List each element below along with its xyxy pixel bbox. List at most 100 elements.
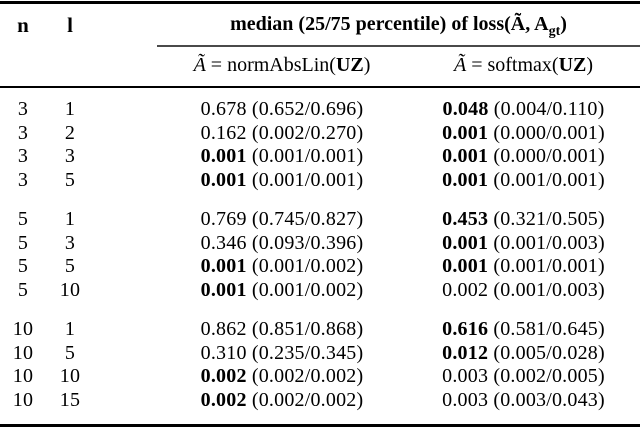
cell-normabslin: 0.001 (0.001/0.001): [157, 169, 407, 193]
median-value: 0.769: [200, 208, 247, 230]
median-value: 0.002: [200, 388, 247, 411]
column-header-n: n: [17, 13, 29, 37]
cell-normabslin: 0.001 (0.001/0.002): [157, 255, 407, 279]
cell-l: 1: [64, 98, 76, 120]
percentile-range: (0.745/0.827): [251, 208, 364, 230]
cell-n: 5: [17, 231, 29, 254]
table-row: 10 10 0.002 (0.002/0.002) 0.003 (0.002/0…: [0, 365, 640, 389]
cell-softmax: 0.001 (0.000/0.001): [407, 145, 640, 169]
percentile-range: (0.001/0.001): [251, 168, 364, 191]
median-value: 0.862: [200, 318, 247, 340]
median-value: 0.001: [442, 145, 489, 167]
cell-n: 3: [17, 168, 29, 191]
percentile-range: (0.093/0.396): [251, 231, 364, 254]
cell-l: 10: [59, 278, 81, 301]
cell-spacer: [94, 87, 157, 122]
span-header-close: ): [560, 13, 567, 35]
cell-normabslin: 0.769 (0.745/0.827): [157, 192, 407, 232]
percentile-range: (0.004/0.110): [493, 98, 605, 120]
percentile-range: (0.001/0.003): [493, 278, 605, 301]
cell-n: 5: [17, 278, 29, 301]
cell-softmax: 0.001 (0.001/0.003): [407, 232, 640, 256]
cell-n: 3: [17, 121, 29, 144]
cell-normabslin: 0.862 (0.851/0.868): [157, 302, 407, 342]
cell-normabslin: 0.678 (0.652/0.696): [157, 87, 407, 122]
cell-n: 10: [12, 365, 34, 387]
cell-softmax: 0.002 (0.001/0.003): [407, 279, 640, 303]
cell-normabslin: 0.001 (0.001/0.002): [157, 279, 407, 303]
median-value: 0.003: [442, 365, 489, 387]
percentile-range: (0.002/0.005): [493, 365, 605, 387]
median-value: 0.162: [200, 121, 247, 144]
median-value: 0.048: [442, 98, 489, 120]
normabslin-formula-text: = normAbsLin(: [205, 54, 336, 76]
table-row: 5 5 0.001 (0.001/0.002) 0.001 (0.001/0.0…: [0, 255, 640, 279]
cell-softmax: 0.012 (0.005/0.028): [407, 342, 640, 366]
cell-n: 5: [17, 255, 29, 277]
percentile-range: (0.002/0.002): [251, 388, 364, 411]
median-value: 0.002: [200, 365, 247, 387]
table-row: 5 10 0.001 (0.001/0.002) 0.002 (0.001/0.…: [0, 279, 640, 303]
percentile-range: (0.001/0.002): [251, 278, 364, 301]
cell-softmax: 0.001 (0.001/0.001): [407, 255, 640, 279]
cell-spacer: [94, 389, 157, 426]
percentile-range: (0.235/0.345): [251, 341, 364, 364]
table-row: 3 2 0.162 (0.002/0.270) 0.001 (0.000/0.0…: [0, 122, 640, 146]
a-gt-symbol: A: [534, 13, 549, 35]
median-value: 0.001: [442, 121, 489, 144]
cell-normabslin: 0.346 (0.093/0.396): [157, 232, 407, 256]
cell-n: 10: [12, 341, 34, 364]
table-row: 3 5 0.001 (0.001/0.001) 0.001 (0.001/0.0…: [0, 169, 640, 193]
cell-softmax: 0.001 (0.001/0.001): [407, 169, 640, 193]
median-value: 0.678: [200, 98, 247, 120]
cell-spacer: [94, 122, 157, 146]
cell-l: 5: [64, 341, 76, 364]
column-header-softmax: Ã = softmax(UZ): [407, 46, 640, 87]
cell-softmax: 0.003 (0.003/0.043): [407, 389, 640, 426]
table-header: n l median (25/75 percentile) of loss( Ã,…: [0, 2, 640, 88]
column-header-l: l: [67, 13, 73, 37]
percentile-range: (0.003/0.043): [493, 388, 605, 411]
cell-spacer: [94, 169, 157, 193]
percentile-range: (0.000/0.001): [493, 121, 605, 144]
cell-n: 10: [12, 318, 34, 340]
percentile-range: (0.001/0.002): [251, 255, 364, 277]
cell-softmax: 0.616 (0.581/0.645): [407, 302, 640, 342]
cell-l: 1: [64, 208, 76, 230]
median-value: 0.002: [442, 278, 489, 301]
a-tilde-italic-symbol: Ã: [453, 54, 467, 76]
uz-symbol: UZ: [335, 54, 364, 76]
percentile-range: (0.001/0.001): [251, 145, 364, 167]
separator-text: ,: [525, 13, 535, 35]
median-value: 0.310: [200, 341, 247, 364]
cell-n: 10: [12, 388, 34, 411]
cell-spacer: [94, 365, 157, 389]
percentile-range: (0.321/0.505): [493, 208, 605, 230]
span-header-text: median (25/75 percentile) of loss(: [230, 13, 511, 35]
cell-spacer: [94, 302, 157, 342]
cell-softmax: 0.001 (0.000/0.001): [407, 122, 640, 146]
gt-subscript: gt: [548, 24, 561, 39]
header-spacer: [94, 3, 157, 88]
cell-softmax: 0.453 (0.321/0.505): [407, 192, 640, 232]
cell-softmax: 0.048 (0.004/0.110): [407, 87, 640, 122]
cell-l: 1: [64, 318, 76, 340]
percentile-range: (0.002/0.270): [251, 121, 364, 144]
cell-softmax: 0.003 (0.002/0.005): [407, 365, 640, 389]
median-value: 0.001: [200, 145, 247, 167]
cell-normabslin: 0.002 (0.002/0.002): [157, 389, 407, 426]
cell-n: 3: [17, 98, 29, 120]
cell-n: 5: [17, 208, 29, 230]
cell-l: 3: [64, 231, 76, 254]
table-row: 5 3 0.346 (0.093/0.396) 0.001 (0.001/0.0…: [0, 232, 640, 256]
cell-spacer: [94, 232, 157, 256]
cell-spacer: [94, 145, 157, 169]
table-body: 3 1 0.678 (0.652/0.696) 0.048 (0.004/0.1…: [0, 87, 640, 426]
median-value: 0.616: [442, 318, 489, 340]
uz-symbol: UZ: [558, 54, 587, 76]
percentile-range: (0.001/0.003): [493, 231, 605, 254]
table-row: 5 1 0.769 (0.745/0.827) 0.453 (0.321/0.5…: [0, 192, 640, 232]
table-row: 3 3 0.001 (0.001/0.001) 0.001 (0.000/0.0…: [0, 145, 640, 169]
table-row: 10 1 0.862 (0.851/0.868) 0.616 (0.581/0.…: [0, 302, 640, 342]
